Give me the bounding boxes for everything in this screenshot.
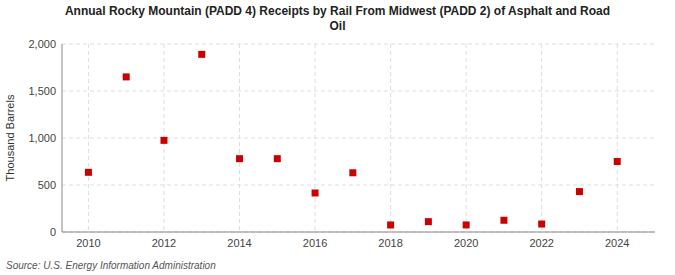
y-tick-label: 1,000 (28, 132, 56, 144)
x-tick-label: 2016 (303, 237, 327, 249)
x-tick-label: 2010 (76, 237, 100, 249)
x-grid-line (617, 44, 618, 232)
grid (62, 44, 655, 232)
point (425, 218, 432, 225)
source: Source: U.S. Energy Information Administ… (6, 260, 216, 271)
point (614, 158, 621, 165)
title-line: Oil (329, 19, 345, 33)
y-grid-line (62, 44, 655, 45)
y-grid-line (62, 91, 655, 92)
title: Annual Rocky Mountain (PADD 4) Receipts … (65, 4, 610, 33)
y-tick-label: 500 (38, 179, 56, 191)
point (123, 73, 130, 80)
point (274, 155, 281, 162)
point (387, 221, 394, 228)
x-grid-line (466, 44, 467, 232)
x-tick-label: 2018 (378, 237, 402, 249)
y-tick-label: 2,000 (28, 38, 56, 50)
point (85, 169, 92, 176)
x-tick-label: 2012 (152, 237, 176, 249)
chart: Annual Rocky Mountain (PADD 4) Receipts … (0, 0, 675, 275)
point (576, 188, 583, 195)
x-tick-label: 2022 (529, 237, 553, 249)
point (198, 51, 205, 58)
y-axis-label: Thousand Barrels (4, 94, 16, 181)
point (463, 221, 470, 228)
point (312, 189, 319, 196)
x-grid-line (239, 44, 240, 232)
point (236, 155, 243, 162)
y-grid-line (62, 185, 655, 186)
x-grid-line (390, 44, 391, 232)
x-axis-line (62, 232, 655, 233)
point (538, 221, 545, 228)
x-tick-label: 2020 (454, 237, 478, 249)
point (160, 137, 167, 144)
title-line: Annual Rocky Mountain (PADD 4) Receipts … (65, 4, 610, 18)
x-tick-label: 2014 (227, 237, 251, 249)
y-grid-line (62, 232, 655, 233)
y-tick-label: 1,500 (28, 85, 56, 97)
x-tick-label: 2024 (605, 237, 629, 249)
x-grid-line (541, 44, 542, 232)
x-grid-line (315, 44, 316, 232)
points (85, 51, 621, 229)
point (500, 217, 507, 224)
x-grid-line (88, 44, 89, 232)
point (349, 169, 356, 176)
y-grid-line (62, 138, 655, 139)
y-axis-line (62, 44, 63, 232)
y-tick-label: 0 (50, 226, 56, 238)
